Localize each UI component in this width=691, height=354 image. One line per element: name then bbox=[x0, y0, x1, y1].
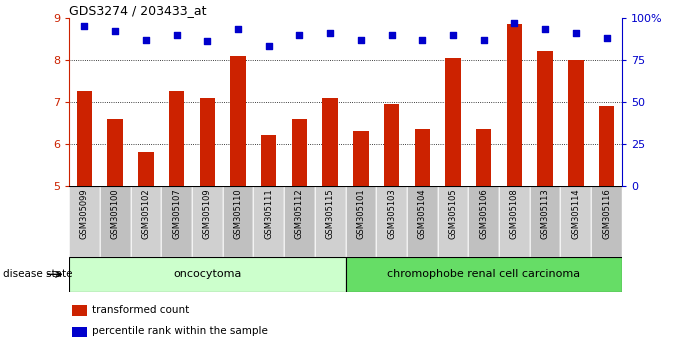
Point bbox=[570, 30, 581, 36]
Bar bbox=[108, 119, 123, 186]
Point bbox=[171, 32, 182, 37]
Bar bbox=[138, 152, 153, 186]
Bar bbox=[100, 186, 131, 257]
Text: disease state: disease state bbox=[3, 269, 73, 279]
Bar bbox=[230, 56, 246, 186]
Bar bbox=[223, 186, 254, 257]
Text: oncocytoma: oncocytoma bbox=[173, 269, 241, 279]
Bar bbox=[468, 186, 499, 257]
Point bbox=[294, 32, 305, 37]
Bar bbox=[560, 186, 591, 257]
Bar bbox=[499, 186, 530, 257]
Text: GSM305100: GSM305100 bbox=[111, 188, 120, 239]
Bar bbox=[376, 186, 407, 257]
Point bbox=[417, 37, 428, 42]
Text: GSM305112: GSM305112 bbox=[295, 188, 304, 239]
Text: GSM305106: GSM305106 bbox=[479, 188, 489, 239]
Bar bbox=[353, 131, 368, 186]
Bar bbox=[261, 135, 276, 186]
Point bbox=[202, 38, 213, 44]
Bar bbox=[538, 51, 553, 186]
Text: GSM305107: GSM305107 bbox=[172, 188, 181, 239]
Point bbox=[448, 32, 459, 37]
Point bbox=[79, 23, 90, 29]
Text: GSM305101: GSM305101 bbox=[357, 188, 366, 239]
Text: GSM305108: GSM305108 bbox=[510, 188, 519, 239]
Bar bbox=[568, 60, 583, 186]
Point bbox=[263, 44, 274, 49]
Bar bbox=[131, 186, 161, 257]
Text: GSM305104: GSM305104 bbox=[418, 188, 427, 239]
Point bbox=[325, 30, 336, 36]
Text: GSM305099: GSM305099 bbox=[80, 188, 89, 239]
Bar bbox=[507, 24, 522, 186]
Bar bbox=[476, 129, 491, 186]
Bar bbox=[407, 186, 437, 257]
Text: GSM305110: GSM305110 bbox=[234, 188, 243, 239]
Bar bbox=[323, 98, 338, 186]
Bar bbox=[346, 186, 376, 257]
Bar bbox=[73, 305, 87, 316]
Point bbox=[478, 37, 489, 42]
Bar bbox=[415, 129, 430, 186]
Bar bbox=[445, 58, 461, 186]
Bar bbox=[346, 257, 622, 292]
Text: GSM305105: GSM305105 bbox=[448, 188, 457, 239]
Point bbox=[110, 28, 121, 34]
Bar bbox=[69, 186, 100, 257]
Text: transformed count: transformed count bbox=[93, 305, 189, 315]
Bar bbox=[169, 91, 184, 186]
Point bbox=[386, 32, 397, 37]
Bar bbox=[161, 186, 192, 257]
Text: chromophobe renal cell carcinoma: chromophobe renal cell carcinoma bbox=[387, 269, 580, 279]
Bar bbox=[77, 91, 92, 186]
Bar bbox=[315, 186, 346, 257]
Text: GSM305103: GSM305103 bbox=[387, 188, 396, 239]
Text: GSM305111: GSM305111 bbox=[264, 188, 273, 239]
Text: GSM305113: GSM305113 bbox=[540, 188, 549, 239]
Bar bbox=[200, 98, 215, 186]
Point bbox=[509, 20, 520, 25]
Text: GSM305115: GSM305115 bbox=[325, 188, 334, 239]
Bar bbox=[384, 104, 399, 186]
Bar bbox=[599, 106, 614, 186]
Bar bbox=[192, 186, 223, 257]
Text: percentile rank within the sample: percentile rank within the sample bbox=[93, 326, 268, 336]
Text: GSM305102: GSM305102 bbox=[142, 188, 151, 239]
Bar bbox=[73, 327, 87, 337]
Text: GSM305109: GSM305109 bbox=[202, 188, 212, 239]
Text: GSM305116: GSM305116 bbox=[602, 188, 611, 239]
Text: GSM305114: GSM305114 bbox=[571, 188, 580, 239]
Bar bbox=[530, 186, 560, 257]
Point bbox=[601, 35, 612, 41]
Point bbox=[355, 37, 366, 42]
Bar bbox=[284, 186, 315, 257]
Bar bbox=[292, 119, 307, 186]
Bar bbox=[437, 186, 468, 257]
Bar bbox=[254, 186, 284, 257]
Point bbox=[232, 27, 243, 32]
Point bbox=[140, 37, 151, 42]
Bar bbox=[591, 186, 622, 257]
Point bbox=[540, 27, 551, 32]
Text: GDS3274 / 203433_at: GDS3274 / 203433_at bbox=[69, 4, 207, 17]
Bar bbox=[69, 257, 346, 292]
